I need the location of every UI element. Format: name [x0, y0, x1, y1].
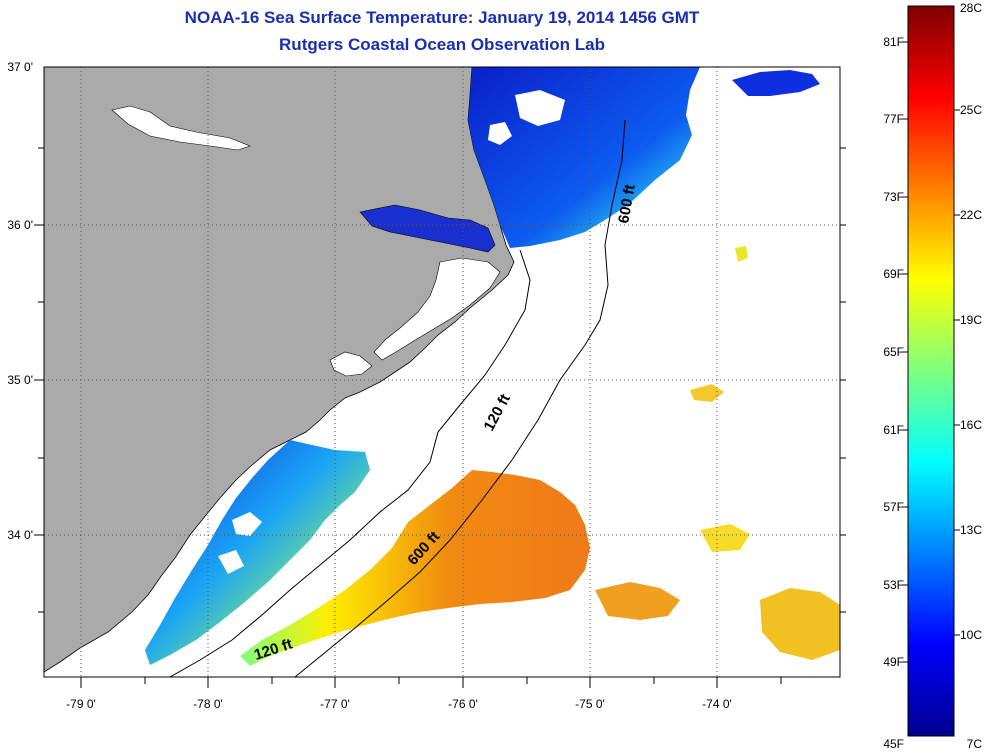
lon-label: -74 0' — [702, 697, 732, 711]
colorbar-f-label: 45F — [883, 737, 904, 751]
colorbar-c-label: 16C — [960, 418, 982, 432]
colorbar-f-label: 77F — [883, 112, 904, 126]
warm-patch — [690, 384, 724, 402]
lon-label: -79 0' — [66, 697, 96, 711]
contour-600ft — [294, 119, 626, 677]
colorbar-f-label: 73F — [883, 190, 904, 204]
lat-label: 36 0' — [7, 218, 33, 232]
colorbar-f-label: 53F — [883, 578, 904, 592]
colorbar-f-label: 69F — [883, 267, 904, 281]
gulf-stream-water — [240, 470, 590, 666]
graticule — [44, 67, 840, 677]
lon-label: -77 0' — [320, 697, 350, 711]
colorbar-c-label: 28C — [960, 1, 982, 15]
map-title: NOAA-16 Sea Surface Temperature: January… — [184, 8, 700, 27]
warm-patch — [700, 524, 750, 552]
colorbar-c-label: 10C — [960, 628, 982, 642]
warm-patch — [760, 588, 840, 660]
contour-120ft — [169, 249, 531, 677]
colorbar-c-label: 13C — [960, 523, 982, 537]
lon-label: -78 0' — [193, 697, 223, 711]
warm-patch — [735, 246, 748, 262]
contour-label-600ft-north: 600 ft — [615, 183, 639, 225]
colorbar-f-label: 57F — [883, 500, 904, 514]
chesapeake-inlet — [111, 105, 251, 151]
colorbar-c-label: 7C — [967, 737, 983, 751]
colorbar-c-label: 19C — [960, 313, 982, 327]
lon-label: -75 0' — [575, 697, 605, 711]
northern-cold-patch — [732, 70, 820, 96]
lat-label: 37 0' — [7, 60, 33, 74]
cloud-gap — [232, 512, 262, 536]
lon-label: -76 0' — [448, 697, 478, 711]
tick-marks — [34, 147, 846, 688]
colorbar-f-label: 65F — [883, 345, 904, 359]
colorbar-f-label: 61F — [883, 423, 904, 437]
colorbar-ticks — [902, 41, 960, 663]
map-frame — [43, 66, 841, 678]
lat-label: 34 0' — [7, 528, 33, 542]
colorbar — [907, 5, 955, 737]
lat-label: 35 0' — [7, 373, 33, 387]
cloud-gap — [218, 550, 244, 574]
colorbar-c-label: 22C — [960, 208, 982, 222]
colorbar-f-label: 81F — [883, 35, 904, 49]
cloud-gap — [488, 122, 512, 145]
map-subtitle: Rutgers Coastal Ocean Observation Lab — [279, 35, 605, 54]
colorbar-f-label: 49F — [883, 655, 904, 669]
colorbar-c-label: 25C — [960, 103, 982, 117]
pamlico-sound — [373, 257, 501, 361]
cloud-gap — [515, 90, 565, 126]
warm-patch — [595, 582, 680, 620]
river-estuary — [329, 351, 373, 377]
albemarle-sound — [359, 204, 496, 253]
nearshore-water — [145, 440, 370, 665]
